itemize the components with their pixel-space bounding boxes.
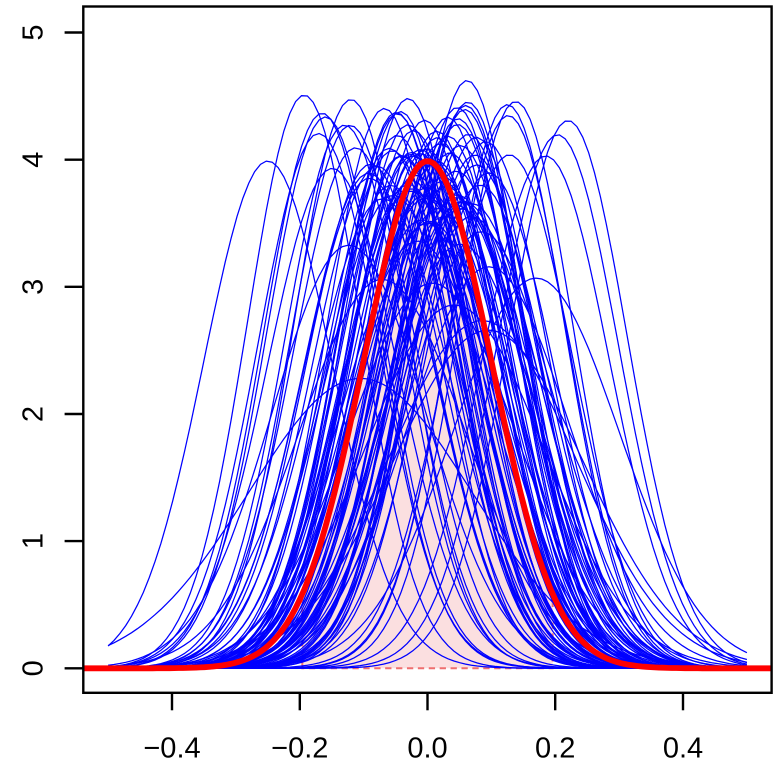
svg-text:5: 5 [18, 24, 50, 40]
svg-text:0.2: 0.2 [535, 733, 575, 765]
svg-text:−0.2: −0.2 [271, 733, 328, 765]
svg-text:0.0: 0.0 [407, 733, 447, 765]
svg-text:0.4: 0.4 [663, 733, 703, 765]
svg-text:1: 1 [18, 533, 50, 549]
svg-text:0: 0 [18, 660, 50, 676]
svg-text:2: 2 [18, 406, 50, 422]
svg-text:3: 3 [18, 279, 50, 295]
svg-text:4: 4 [18, 152, 50, 168]
svg-text:−0.4: −0.4 [143, 733, 200, 765]
